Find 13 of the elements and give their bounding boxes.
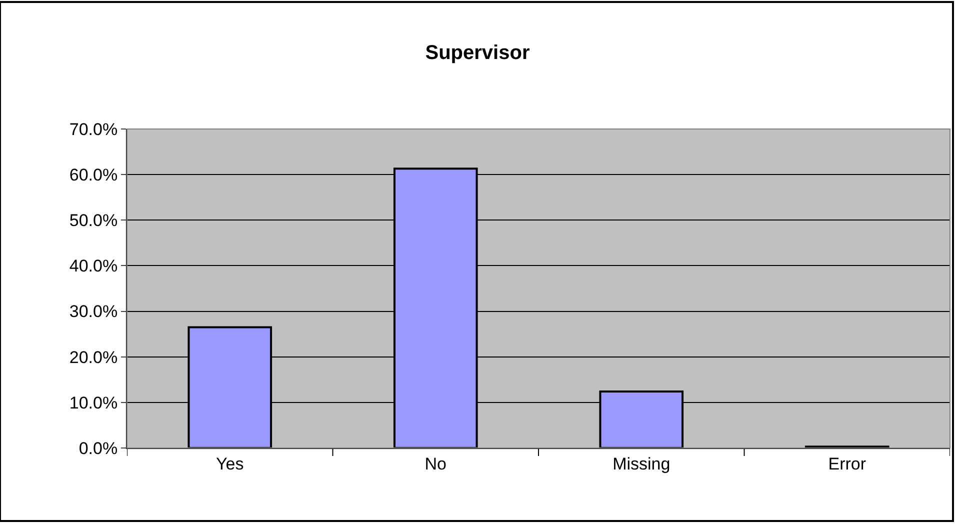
y-tick-label: 30.0% (69, 302, 118, 322)
y-tick-label: 70.0% (69, 120, 118, 139)
y-tick-label: 50.0% (69, 211, 118, 230)
x-tick-label: Missing (612, 454, 670, 474)
y-tick-label: 20.0% (69, 348, 118, 367)
y-tick-label: 60.0% (69, 166, 118, 185)
y-tick-label: 10.0% (69, 393, 118, 412)
x-tick-label: No (424, 454, 446, 474)
y-tick-label: 0.0% (78, 438, 118, 458)
y-tick-label: 40.0% (69, 256, 118, 276)
x-tick-label: Yes (216, 454, 244, 474)
chart-title: Supervisor (425, 42, 530, 64)
x-tick-label: Error (828, 454, 866, 474)
